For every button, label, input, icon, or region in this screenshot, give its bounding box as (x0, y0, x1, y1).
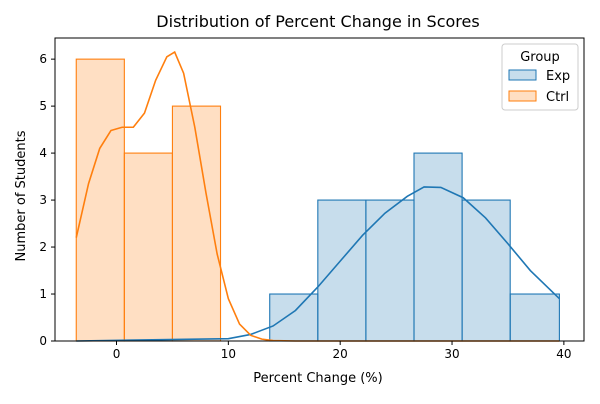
legend-label-exp: Exp (546, 69, 570, 84)
plot-frame (54, 37, 585, 342)
legend-swatch-exp (508, 69, 537, 81)
x-tick-label: 10 (221, 347, 236, 361)
y-tick-label: 3 (39, 193, 47, 207)
y-tick-label: 6 (39, 52, 47, 66)
y-tick-label: 4 (39, 146, 47, 160)
x-tick-label: 20 (333, 347, 348, 361)
y-tick-label: 0 (39, 334, 47, 348)
legend-title: Group (520, 50, 560, 65)
kde-line-exp (76, 186, 560, 342)
y-tick-label: 1 (39, 287, 47, 301)
chart-title: Distribution of Percent Change in Scores (156, 12, 479, 31)
legend-swatch-ctrl (508, 90, 537, 102)
y-tick-label: 5 (39, 99, 47, 113)
legend: Group Exp Ctrl (501, 43, 579, 111)
legend-frame (501, 43, 579, 111)
x-axis: 0 10 20 30 40 (113, 341, 572, 361)
x-tick-label: 0 (113, 347, 121, 361)
y-tick-label: 2 (39, 240, 47, 254)
legend-label-ctrl: Ctrl (546, 90, 569, 105)
x-tick-label: 40 (556, 347, 571, 361)
y-axis-label: Number of Students (14, 130, 29, 261)
y-axis: 0 1 2 3 4 5 6 (39, 52, 55, 348)
kde-line-ctrl (75, 50, 560, 342)
x-axis-label: Percent Change (%) (253, 371, 382, 386)
x-tick-label: 30 (444, 347, 459, 361)
plot-area (54, 37, 585, 342)
